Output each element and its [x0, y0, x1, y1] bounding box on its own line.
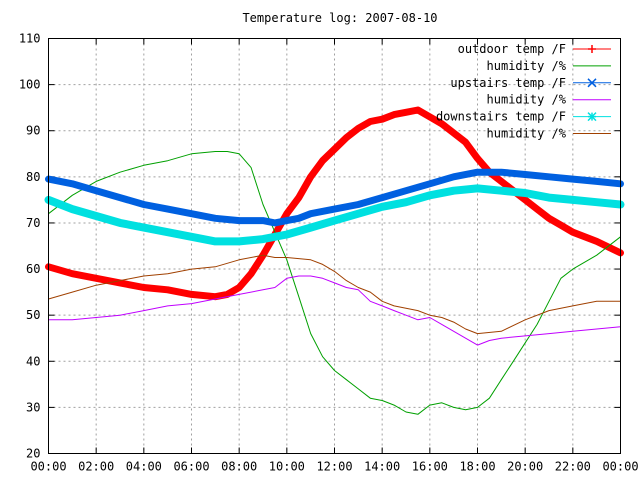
y-tick-label: 70	[26, 216, 40, 230]
chart-title: Temperature log: 2007-08-10	[242, 11, 437, 25]
plot-area	[44, 106, 625, 415]
plot-frame	[48, 38, 621, 454]
x-tick-label: 10:00	[269, 460, 305, 474]
x-tick-label: 18:00	[459, 460, 495, 474]
legend-label: outdoor temp /F	[458, 42, 566, 56]
x-tick-label: 04:00	[126, 460, 162, 474]
series-line-3	[45, 168, 624, 227]
x-tick-label: 16:00	[412, 460, 448, 474]
legend-label: humidity /%	[487, 93, 567, 107]
legend-marker	[587, 78, 597, 88]
y-tick-label: 100	[19, 78, 41, 92]
x-tick-label: 00:00	[30, 460, 66, 474]
x-tick-label: 02:00	[78, 460, 114, 474]
legend-label: upstairs temp /F	[450, 76, 566, 90]
legend-label: downstairs temp /F	[436, 110, 566, 124]
y-tick-label: 60	[26, 262, 40, 276]
series-line-6	[48, 254, 621, 335]
series-line-2	[48, 151, 621, 415]
x-tick-label: 22:00	[555, 460, 591, 474]
y-tick-label: 20	[26, 447, 40, 461]
legend-label: humidity /%	[487, 127, 567, 141]
legend: outdoor temp /F humidity /% upstairs temp …	[436, 42, 611, 141]
axis-ticks: 20 30 40 50 60 70 80 90 100 110 00:00 02:00 04:00 06:…	[19, 32, 639, 474]
x-tick-label: 00:00	[602, 460, 638, 474]
x-tick-label: 20:00	[507, 460, 543, 474]
legend-label: humidity /%	[487, 59, 567, 73]
x-tick-label: 06:00	[173, 460, 209, 474]
y-tick-label: 80	[26, 170, 40, 184]
x-tick-label: 12:00	[316, 460, 352, 474]
x-tick-label: 14:00	[364, 460, 400, 474]
y-tick-label: 30	[26, 400, 40, 414]
legend-marker	[587, 112, 597, 122]
y-tick-label: 110	[19, 32, 41, 46]
x-tick-label: 08:00	[221, 460, 257, 474]
y-tick-label: 50	[26, 308, 40, 322]
y-tick-label: 90	[26, 124, 40, 138]
legend-marker	[588, 45, 596, 53]
series-line-5	[44, 184, 625, 246]
y-tick-label: 40	[26, 354, 40, 368]
series-line-4	[48, 275, 621, 346]
